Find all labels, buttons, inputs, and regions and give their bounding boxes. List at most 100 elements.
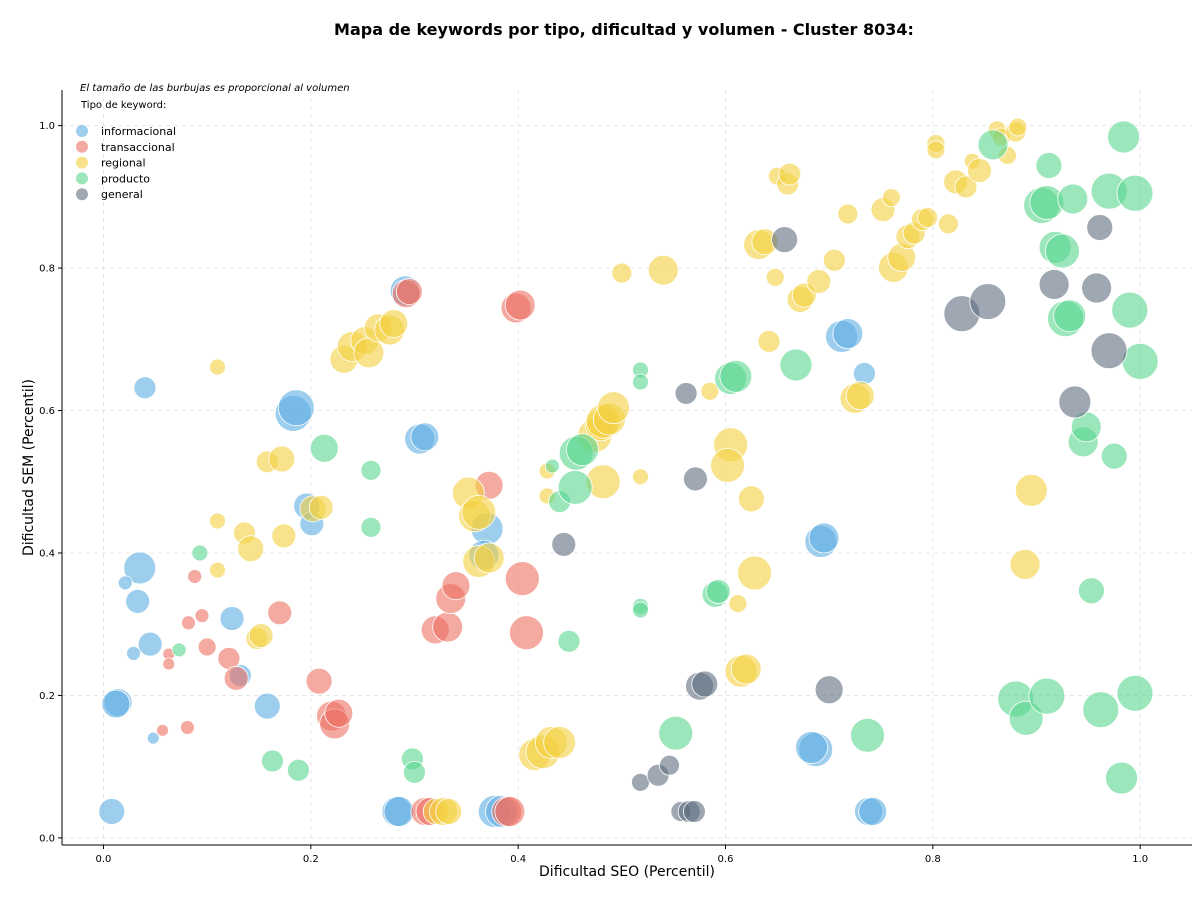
bubble-producto: [1121, 342, 1159, 380]
bubble-regional: [778, 162, 802, 186]
bubble-general: [1086, 214, 1114, 241]
bubble-regional: [822, 248, 846, 272]
bubble-general: [682, 800, 706, 823]
bubble-regional: [926, 140, 946, 160]
bubble-regional: [765, 267, 785, 287]
legend-label-general: general: [101, 188, 143, 201]
bubble-regional: [611, 262, 633, 284]
bubble-informacional: [808, 522, 840, 554]
bubble-informacional: [98, 798, 126, 825]
bubble-producto: [566, 433, 599, 467]
bubble-informacional: [253, 692, 281, 720]
bubble-producto: [1035, 152, 1063, 179]
bubble-informacional: [146, 731, 160, 745]
bubble-transaccional: [494, 796, 526, 827]
legend-marker-general: [76, 188, 88, 201]
bubble-regional: [881, 188, 901, 207]
bubble-informacional: [123, 551, 157, 585]
bubble-transaccional: [504, 289, 536, 321]
legend-marker-transaccional: [76, 140, 88, 153]
bubble-informacional: [832, 318, 864, 349]
ticks: 0.0 0.2 0.4 0.6 0.8 1.0 0.0 0.2 0.4 0.6 0.8 1.0: [39, 121, 1148, 865]
bubble-informacional: [383, 796, 415, 827]
bubble-regional: [710, 447, 745, 483]
bubble-general: [551, 532, 577, 557]
y-tick-label: 0.0: [39, 833, 55, 844]
bubble-regional: [917, 207, 939, 228]
bubble-informacional: [133, 376, 157, 400]
x-tick-label: 0.6: [718, 854, 734, 865]
bubble-informacional: [219, 606, 245, 631]
bubble-regional: [543, 726, 577, 759]
bubble-producto: [557, 470, 593, 505]
legend-label-transaccional: transaccional: [101, 141, 175, 154]
bubble-producto: [1045, 233, 1080, 269]
bubble-general: [1058, 385, 1092, 419]
y-tick-label: 0.8: [39, 264, 55, 275]
bubble-producto: [557, 629, 581, 653]
bubble-regional: [728, 594, 748, 613]
bubble-regional: [738, 485, 765, 513]
bubble-regional: [647, 254, 679, 286]
bubble-producto: [544, 458, 560, 474]
legend-marker-informacional: [76, 125, 88, 137]
x-tick-label: 0.8: [925, 854, 941, 865]
bubble-transaccional: [180, 720, 195, 735]
bubble-transaccional: [156, 723, 169, 737]
y-tick-label: 0.6: [39, 406, 55, 417]
x-tick-label: 0.4: [510, 854, 526, 865]
bubble-informacional: [125, 589, 151, 614]
y-tick-label: 0.2: [39, 691, 55, 702]
legend: Tipo de keyword: informacional transaccio…: [76, 100, 176, 201]
bubble-regional: [209, 512, 226, 530]
bubble-producto: [1111, 291, 1149, 329]
bubble-producto: [309, 433, 339, 463]
bubble-general: [969, 283, 1007, 320]
x-axis-label: Dificultad SEO (Percentil): [539, 864, 715, 880]
bubble-transaccional: [441, 571, 471, 601]
bubble-transaccional: [509, 615, 544, 651]
bubble-general: [674, 382, 698, 405]
bubble-general: [1090, 332, 1128, 370]
bubble-regional: [597, 391, 630, 425]
bubble-regional: [271, 523, 297, 549]
bubble-producto: [977, 129, 1009, 161]
bubble-producto: [403, 760, 426, 784]
bubble-regional: [1008, 117, 1028, 137]
bubble-producto: [1028, 677, 1066, 715]
x-tick-label: 1.0: [1132, 854, 1148, 865]
bubble-regional: [954, 175, 978, 199]
bubble-producto: [1100, 442, 1128, 470]
bubble-producto: [658, 715, 694, 751]
bubble-regional: [209, 358, 226, 376]
bubble-informacional: [137, 631, 163, 657]
legend-title: Tipo de keyword:: [80, 100, 166, 111]
bubble-producto: [1116, 674, 1154, 712]
bubble-size-note: El tamaño de las burbujas es proporciona…: [80, 83, 350, 94]
bubble-producto: [850, 717, 885, 753]
bubble-transaccional: [504, 561, 540, 597]
bubble-producto: [261, 749, 284, 773]
bubble-transaccional: [267, 600, 293, 626]
series-general: [551, 214, 1128, 823]
legend-label-informacional: informacional: [101, 125, 176, 138]
bubble-regional: [632, 468, 649, 486]
bubble-producto: [171, 642, 187, 658]
bubble-general: [683, 466, 708, 492]
bubble-general: [1038, 269, 1070, 300]
bubble-transaccional: [432, 611, 464, 643]
bubble-informacional: [117, 575, 133, 591]
bubble-transaccional: [194, 608, 210, 624]
bubble-regional: [806, 269, 832, 294]
bubble-producto: [1078, 577, 1105, 605]
bubble-transaccional: [324, 698, 354, 728]
legend-label-producto: producto: [101, 172, 150, 185]
bubble-informacional: [101, 689, 131, 719]
bubble-regional: [473, 542, 505, 574]
bubble-transaccional: [187, 569, 203, 584]
bubble-producto: [1057, 183, 1089, 215]
bubble-transaccional: [197, 637, 217, 657]
bubble-transaccional: [181, 615, 196, 631]
